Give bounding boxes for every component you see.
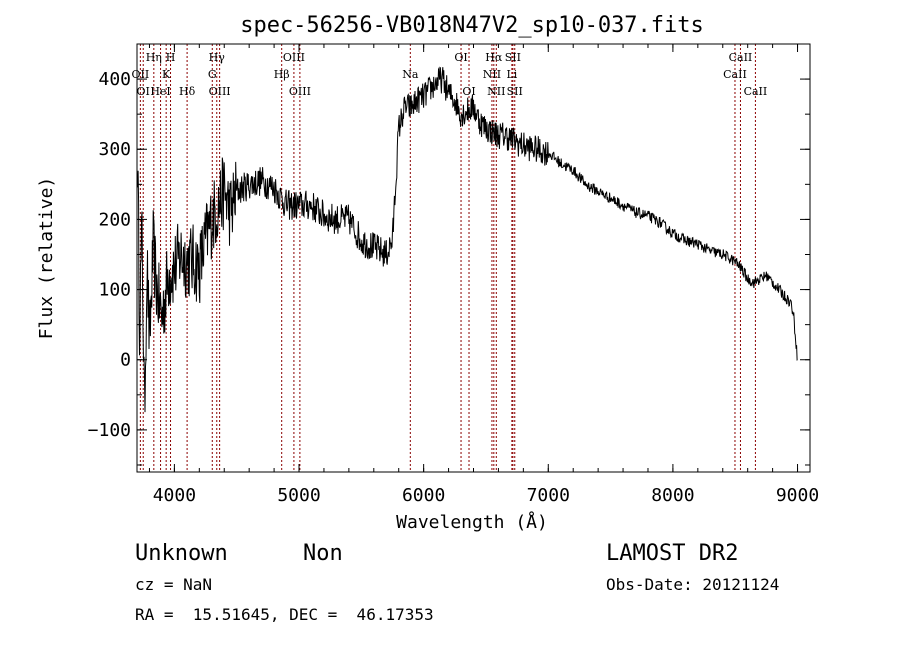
line-label-hη: Hη: [146, 51, 162, 64]
y-axis-label: Flux (relative): [36, 177, 57, 340]
y-tick-label: 400: [98, 69, 131, 90]
line-label-nii: NII: [487, 85, 505, 98]
line-label-hα: Hα: [485, 51, 503, 64]
line-label-hγ: Hγ: [209, 51, 226, 64]
line-label-caii: CaII: [729, 51, 753, 64]
line-label-hδ: Hδ: [179, 85, 196, 98]
line-label-caii: CaII: [723, 68, 747, 81]
line-label-h: H: [166, 51, 176, 64]
redshift-cz: cz = NaN: [135, 575, 212, 594]
chart-title: spec-56256-VB018N47V2_sp10-037.fits: [240, 13, 704, 38]
y-tick-label: 200: [98, 209, 131, 230]
x-tick-label: 4000: [153, 485, 196, 506]
line-label-oii: OII: [132, 68, 150, 81]
line-label-oiii: OIII: [283, 51, 305, 64]
object-subclass: Non: [303, 541, 343, 566]
line-label-oiii: OIII: [289, 85, 311, 98]
y-tick-label: 300: [98, 139, 131, 160]
spectrum-series: [137, 66, 798, 413]
line-label-nii: NII: [483, 68, 501, 81]
line-label-oiii: OIII: [209, 85, 231, 98]
x-tick-label: 5000: [277, 485, 320, 506]
line-label-li: Li: [506, 68, 517, 81]
y-tick-label: 0: [120, 350, 131, 371]
object-class: Unknown: [135, 541, 228, 566]
x-axis-label: Wavelength (Å): [396, 511, 548, 533]
x-tick-label: 9000: [776, 485, 819, 506]
y-axis-ticks: −100 0 100 200 300 400: [88, 43, 810, 466]
line-label-k: K: [162, 68, 171, 81]
line-label-caii: CaII: [744, 85, 768, 98]
line-label-oi: OI: [462, 85, 475, 98]
x-tick-label: 8000: [651, 485, 694, 506]
y-tick-label: −100: [88, 420, 131, 441]
line-label-oi: OI: [137, 85, 150, 98]
spectral-line-markers: [139, 44, 756, 472]
line-label-hβ: Hβ: [274, 68, 290, 81]
spectral-line-labels: OII OI Hη HeI KH Hδ G Hγ OIII Hβ OIII OIII Na OI OI NII…: [132, 51, 768, 98]
x-tick-label: 7000: [527, 485, 570, 506]
coordinates: RA = 15.51645, DEC = 46.17353: [135, 605, 434, 624]
observation-date: Obs-Date: 20121124: [606, 575, 779, 594]
x-axis-ticks: 4000 5000 6000 7000 8000 9000: [148, 44, 819, 506]
y-tick-label: 100: [98, 280, 131, 301]
line-label-hei: HeI: [150, 85, 170, 98]
line-label-na: Na: [402, 68, 419, 81]
spectrum-line: [137, 66, 798, 413]
line-label-g: G: [208, 68, 217, 81]
line-label-sii: SII: [505, 51, 521, 64]
line-label-oi: OI: [454, 51, 467, 64]
survey-name: LAMOST DR2: [606, 541, 738, 566]
line-label-sii: SII: [507, 85, 523, 98]
x-tick-label: 6000: [402, 485, 445, 506]
